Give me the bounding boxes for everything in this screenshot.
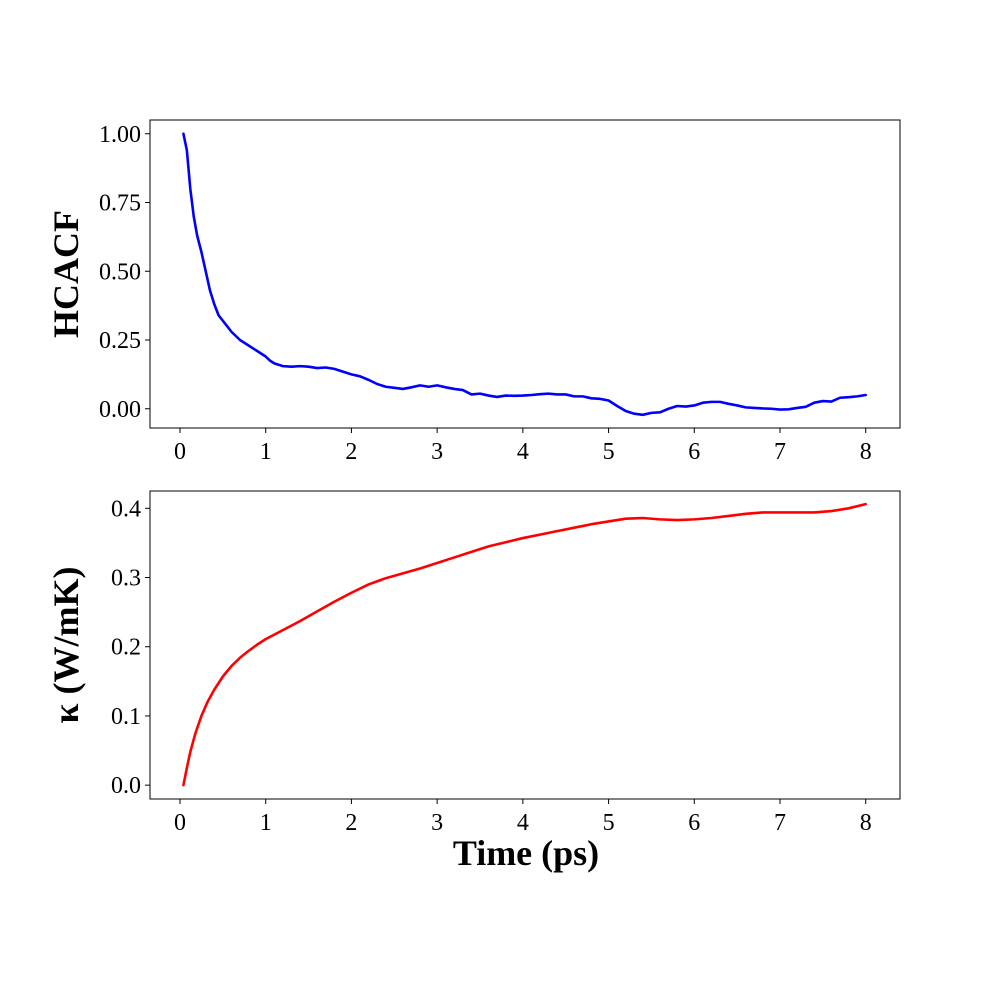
hcacf-x-tick-label-8: 8 (860, 439, 872, 465)
hcacf-x-tick-label-5: 5 (603, 439, 615, 465)
hcacf-x-tick-label-2: 2 (345, 439, 357, 465)
kappa-x-tick-label-1: 1 (260, 810, 272, 836)
hcacf-axes-frame (149, 119, 901, 429)
kappa-x-tick-label-2: 2 (345, 810, 357, 836)
kappa-axes-frame (149, 490, 901, 800)
hcacf-x-tick-label-1: 1 (260, 439, 272, 465)
kappa-y-tick-label-2: 0.2 (111, 635, 141, 661)
kappa-series-line-0 (182, 502, 868, 787)
kappa-x-tick-label-5: 5 (603, 810, 615, 836)
hcacf-x-tick-label-4: 4 (517, 439, 529, 465)
kappa-y-axis-label: κ (W/mK) (46, 567, 86, 724)
kappa-y-tick-label-4: 0.4 (111, 496, 141, 522)
hcacf-panel: 0 1 2 3 4 5 6 7 8 0.00 0.25 0.50 0.75 1.00 HCACF (46, 119, 901, 465)
hcacf-x-tick-label-6: 6 (688, 439, 700, 465)
hcacf-y-tick-label-4: 1.00 (99, 122, 141, 148)
hcacf-y-axis-label: HCACF (46, 210, 86, 338)
kappa-x-tick-label-0: 0 (174, 810, 186, 836)
kappa-y-tick-label-1: 0.1 (111, 704, 141, 730)
kappa-x-tick-label-8: 8 (860, 810, 872, 836)
kappa-y-tick-label-3: 0.3 (111, 566, 141, 592)
hcacf-y-tick-label-1: 0.25 (99, 328, 141, 354)
kappa-x-axis-label: Time (ps) (453, 833, 599, 873)
kappa-x-tick-label-4: 4 (517, 810, 529, 836)
kappa-x-tick-label-7: 7 (774, 810, 786, 836)
hcacf-y-tick-label-3: 0.75 (99, 191, 141, 217)
hcacf-series-line-0 (182, 132, 868, 417)
kappa-panel: 0 1 2 3 4 5 6 7 8 0.0 0.1 0.2 0.3 0.4 κ (W/mK) Time (ps… (46, 490, 901, 873)
hcacf-y-tick-label-0: 0.00 (99, 397, 141, 423)
kappa-x-tick-label-6: 6 (688, 810, 700, 836)
kappa-x-tick-label-3: 3 (431, 810, 443, 836)
hcacf-x-tick-label-3: 3 (431, 439, 443, 465)
hcacf-x-tick-label-7: 7 (774, 439, 786, 465)
hcacf-x-tick-label-0: 0 (174, 439, 186, 465)
kappa-y-tick-label-0: 0.0 (111, 773, 141, 799)
hcacf-y-tick-label-2: 0.50 (99, 259, 141, 285)
